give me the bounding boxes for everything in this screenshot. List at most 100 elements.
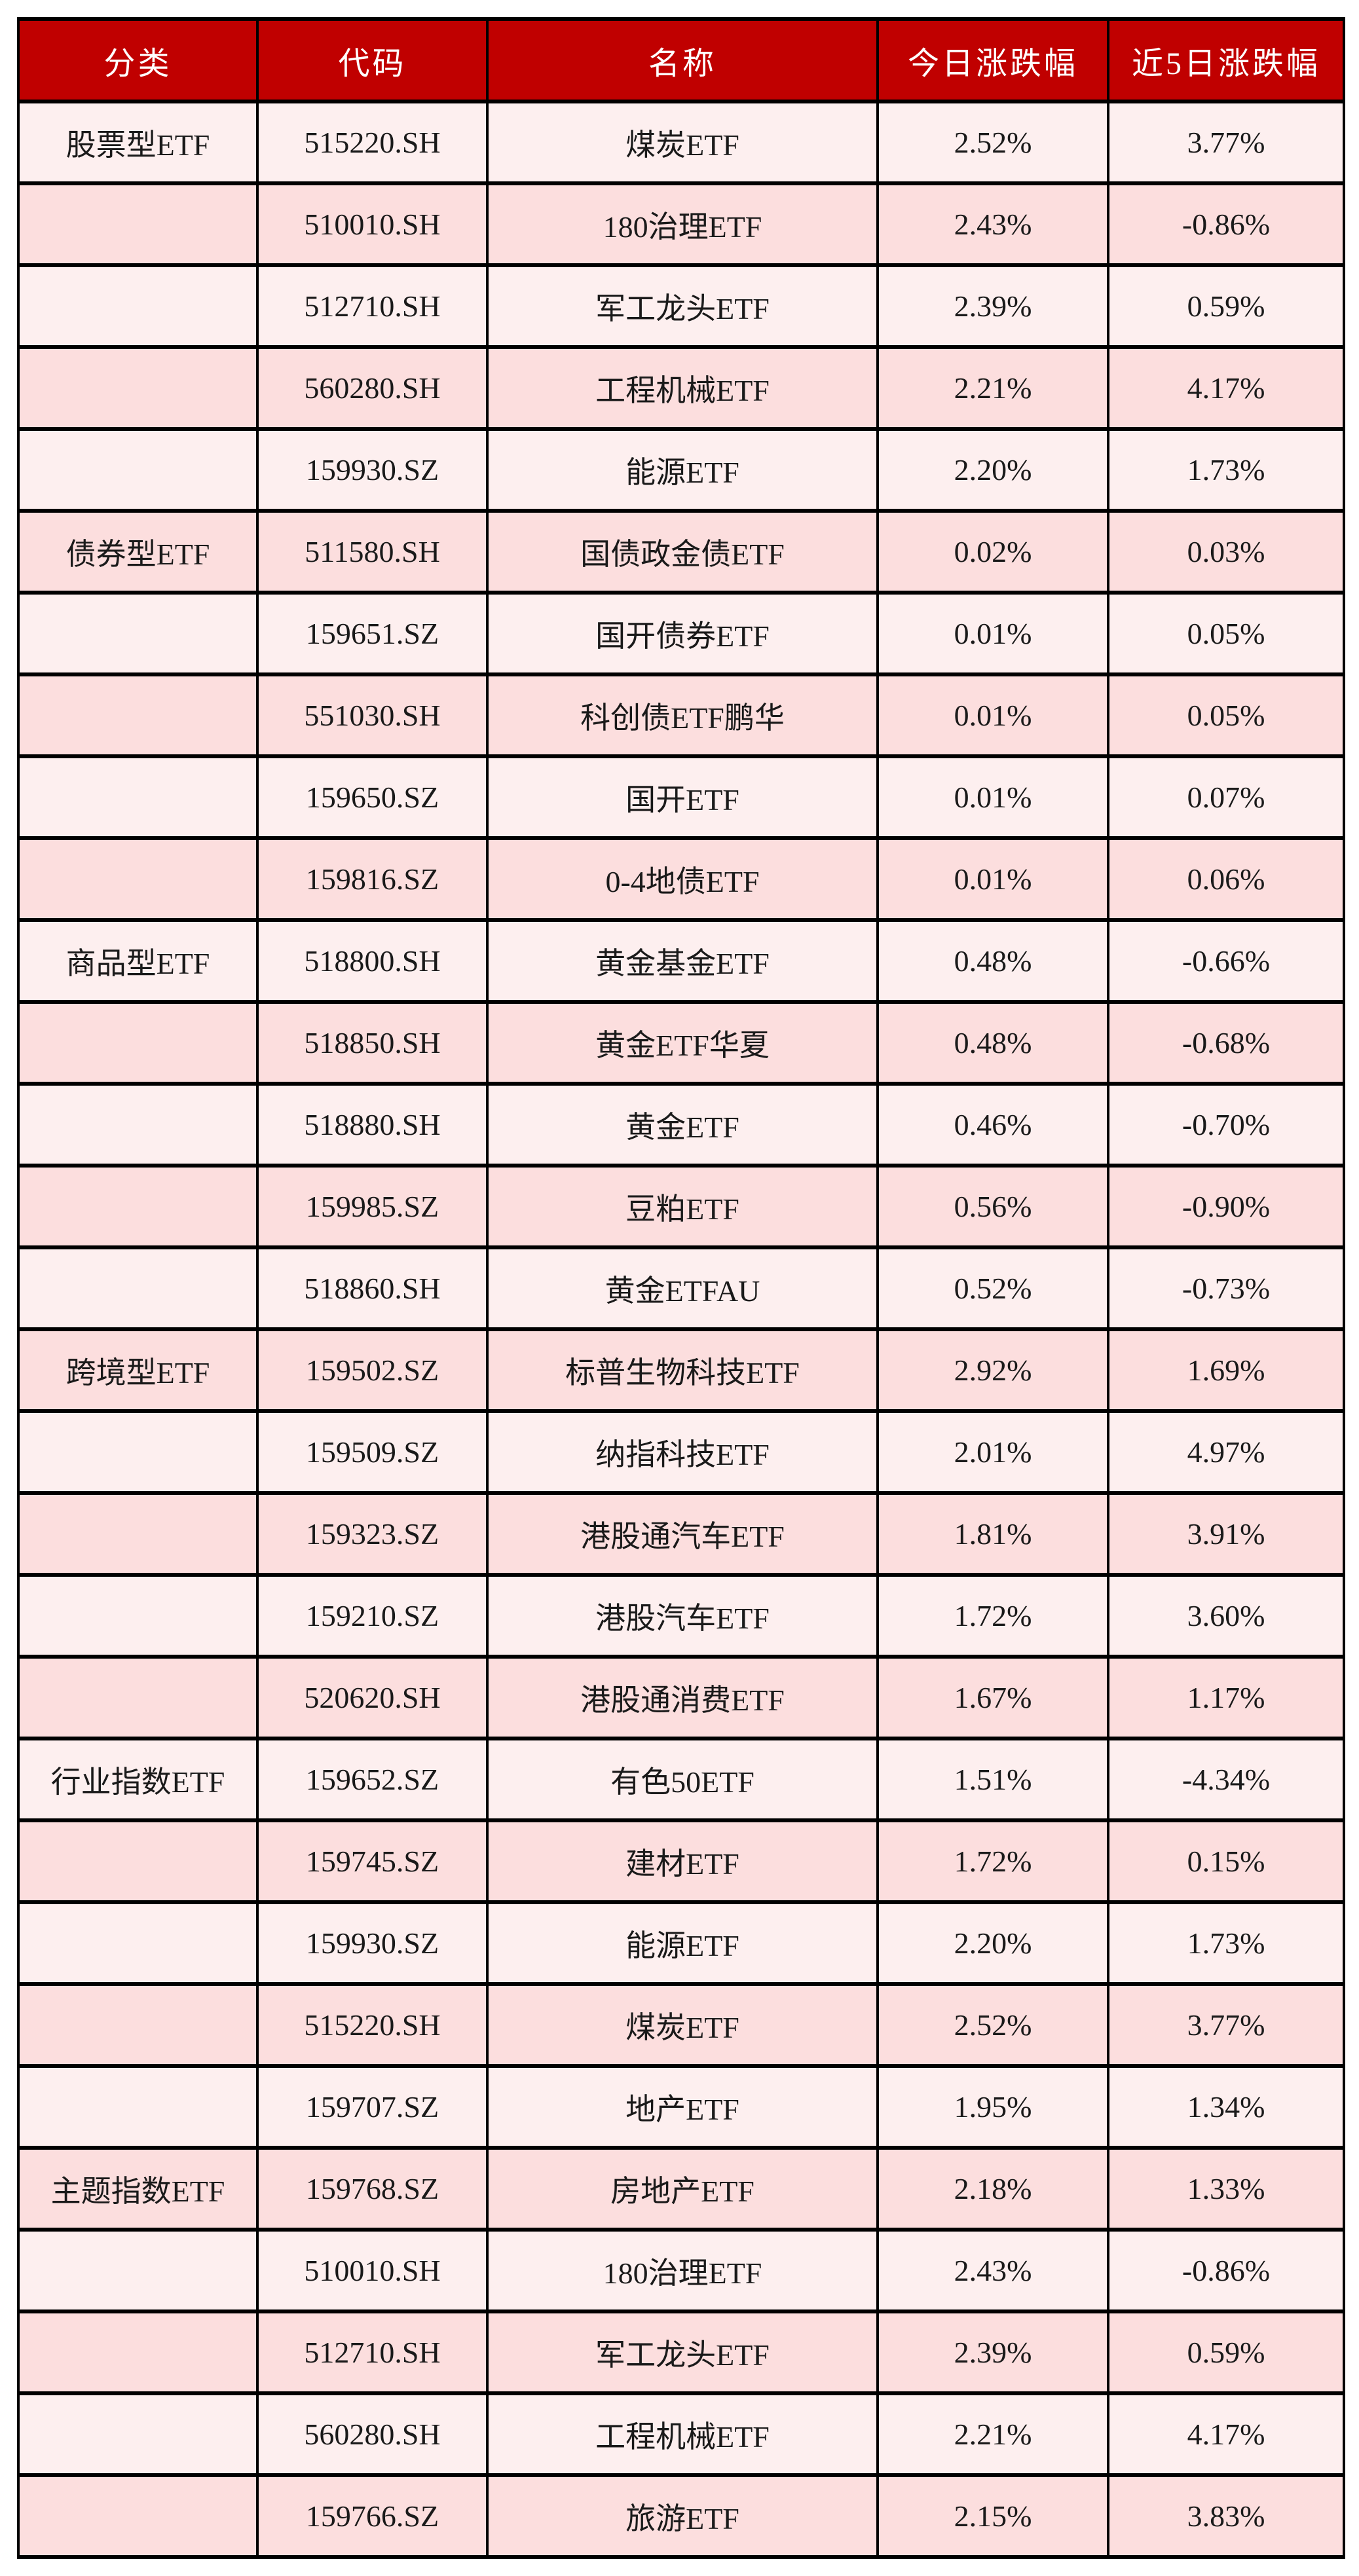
table-row: 159650.SZ 国开ETF 0.01% 0.07% — [17, 754, 1345, 840]
name-cell: 黄金基金ETF — [486, 918, 879, 1004]
category-cell: 行业指数ETF — [17, 1737, 259, 1822]
table-row: 510010.SH 180治理ETF 2.43% -0.86% — [17, 181, 1345, 267]
column-header-code: 代码 — [256, 17, 489, 103]
category-cell — [17, 2473, 259, 2559]
code-cell: 520620.SH — [256, 1655, 489, 1740]
category-cell: 跨境型ETF — [17, 1327, 259, 1413]
five-day-change-cell: -0.70% — [1107, 1082, 1345, 1168]
code-cell: 159210.SZ — [256, 1573, 489, 1659]
today-change-cell: 2.52% — [876, 1982, 1109, 2068]
table-row: 159930.SZ 能源ETF 2.20% 1.73% — [17, 1900, 1345, 1986]
category-cell: 债券型ETF — [17, 509, 259, 595]
code-cell: 518800.SH — [256, 918, 489, 1004]
table-row: 518880.SH 黄金ETF 0.46% -0.70% — [17, 1082, 1345, 1168]
table-row: 159985.SZ 豆粕ETF 0.56% -0.90% — [17, 1164, 1345, 1249]
code-cell: 510010.SH — [256, 2228, 489, 2313]
category-cell — [17, 1164, 259, 1249]
today-change-cell: 2.21% — [876, 345, 1109, 431]
code-cell: 518850.SH — [256, 1000, 489, 1086]
table-row: 560280.SH 工程机械ETF 2.21% 4.17% — [17, 2391, 1345, 2477]
five-day-change-cell: 1.17% — [1107, 1655, 1345, 1740]
today-change-cell: 0.01% — [876, 754, 1109, 840]
table-row: 518860.SH 黄金ETFAU 0.52% -0.73% — [17, 1245, 1345, 1331]
name-cell: 港股通消费ETF — [486, 1655, 879, 1740]
today-change-cell: 2.01% — [876, 1409, 1109, 1495]
code-cell: 560280.SH — [256, 2391, 489, 2477]
today-change-cell: 0.48% — [876, 918, 1109, 1004]
code-cell: 159816.SZ — [256, 836, 489, 922]
code-cell: 159502.SZ — [256, 1327, 489, 1413]
today-change-cell: 2.43% — [876, 2228, 1109, 2313]
five-day-change-cell: 3.60% — [1107, 1573, 1345, 1659]
category-cell — [17, 1982, 259, 2068]
five-day-change-cell: -0.86% — [1107, 181, 1345, 267]
category-cell: 主题指数ETF — [17, 2146, 259, 2232]
five-day-change-cell: 0.05% — [1107, 672, 1345, 758]
code-cell: 515220.SH — [256, 100, 489, 185]
today-change-cell: 1.81% — [876, 1491, 1109, 1577]
today-change-cell: 0.46% — [876, 1082, 1109, 1168]
five-day-change-cell: 0.06% — [1107, 836, 1345, 922]
name-cell: 国开ETF — [486, 754, 879, 840]
five-day-change-cell: 4.97% — [1107, 1409, 1345, 1495]
name-cell: 黄金ETFAU — [486, 1245, 879, 1331]
name-cell: 煤炭ETF — [486, 100, 879, 185]
code-cell: 510010.SH — [256, 181, 489, 267]
five-day-change-cell: 0.07% — [1107, 754, 1345, 840]
name-cell: 煤炭ETF — [486, 1982, 879, 2068]
five-day-change-cell: -0.90% — [1107, 1164, 1345, 1249]
name-cell: 港股通汽车ETF — [486, 1491, 879, 1577]
code-cell: 551030.SH — [256, 672, 489, 758]
etf-performance-table: 分类 代码 名称 今日涨跌幅 近5日涨跌幅 股票型ETF 515220.SH 煤炭E… — [17, 17, 1345, 2559]
table-row: 159745.SZ 建材ETF 1.72% 0.15% — [17, 1818, 1345, 1904]
category-cell — [17, 1655, 259, 1740]
five-day-change-cell: 4.17% — [1107, 2391, 1345, 2477]
name-cell: 工程机械ETF — [486, 345, 879, 431]
name-cell: 能源ETF — [486, 427, 879, 513]
five-day-change-cell: 0.59% — [1107, 263, 1345, 349]
code-cell: 159652.SZ — [256, 1737, 489, 1822]
name-cell: 科创债ETF鹏华 — [486, 672, 879, 758]
today-change-cell: 2.39% — [876, 263, 1109, 349]
five-day-change-cell: -0.68% — [1107, 1000, 1345, 1086]
code-cell: 159509.SZ — [256, 1409, 489, 1495]
table-header: 分类 代码 名称 今日涨跌幅 近5日涨跌幅 — [17, 17, 1345, 103]
code-cell: 159745.SZ — [256, 1818, 489, 1904]
code-cell: 159651.SZ — [256, 591, 489, 676]
name-cell: 黄金ETF华夏 — [486, 1000, 879, 1086]
table-row: 159651.SZ 国开债券ETF 0.01% 0.05% — [17, 591, 1345, 676]
category-cell — [17, 591, 259, 676]
five-day-change-cell: 1.73% — [1107, 1900, 1345, 1986]
name-cell: 180治理ETF — [486, 2228, 879, 2313]
table-row: 159930.SZ 能源ETF 2.20% 1.73% — [17, 427, 1345, 513]
name-cell: 国债政金债ETF — [486, 509, 879, 595]
five-day-change-cell: 3.83% — [1107, 2473, 1345, 2559]
name-cell: 0-4地债ETF — [486, 836, 879, 922]
code-cell: 159985.SZ — [256, 1164, 489, 1249]
category-cell — [17, 1818, 259, 1904]
today-change-cell: 2.20% — [876, 1900, 1109, 1986]
table-row: 159323.SZ 港股通汽车ETF 1.81% 3.91% — [17, 1491, 1345, 1577]
category-cell — [17, 1573, 259, 1659]
today-change-cell: 1.72% — [876, 1573, 1109, 1659]
column-header-today-change: 今日涨跌幅 — [876, 17, 1109, 103]
category-cell — [17, 2064, 259, 2150]
five-day-change-cell: 0.03% — [1107, 509, 1345, 595]
five-day-change-cell: 4.17% — [1107, 345, 1345, 431]
name-cell: 180治理ETF — [486, 181, 879, 267]
column-header-name: 名称 — [486, 17, 879, 103]
category-cell: 商品型ETF — [17, 918, 259, 1004]
category-cell — [17, 2391, 259, 2477]
today-change-cell: 0.52% — [876, 1245, 1109, 1331]
today-change-cell: 1.67% — [876, 1655, 1109, 1740]
name-cell: 豆粕ETF — [486, 1164, 879, 1249]
category-cell — [17, 263, 259, 349]
table-row: 行业指数ETF 159652.SZ 有色50ETF 1.51% -4.34% — [17, 1737, 1345, 1822]
table-row: 主题指数ETF 159768.SZ 房地产ETF 2.18% 1.33% — [17, 2146, 1345, 2232]
today-change-cell: 1.95% — [876, 2064, 1109, 2150]
five-day-change-cell: 1.73% — [1107, 427, 1345, 513]
code-cell: 159707.SZ — [256, 2064, 489, 2150]
today-change-cell: 2.39% — [876, 2309, 1109, 2395]
code-cell: 512710.SH — [256, 2309, 489, 2395]
